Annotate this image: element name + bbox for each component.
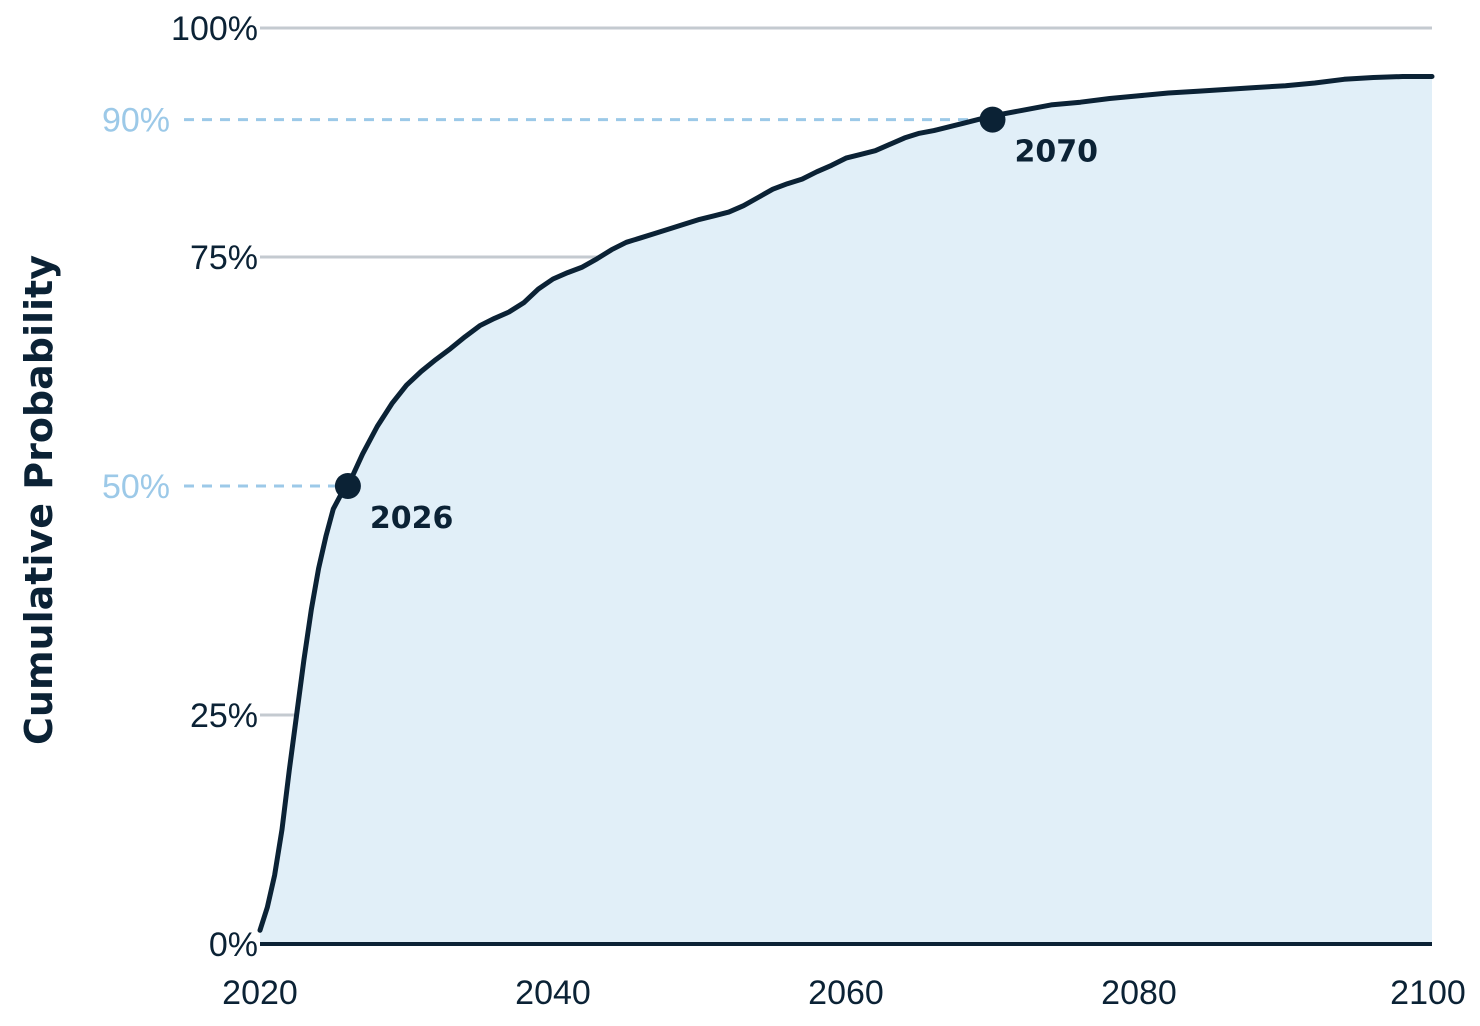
annotations: 2026 2070 bbox=[334, 106, 1099, 536]
annotation-label: 2070 bbox=[1015, 135, 1099, 170]
y-tick-label: 100% bbox=[171, 10, 258, 48]
annotation-point bbox=[334, 473, 361, 499]
y-tick-label: 25% bbox=[190, 697, 258, 735]
y-tick-label: 75% bbox=[190, 239, 258, 277]
annotation-label: 2026 bbox=[370, 501, 454, 536]
x-tick-label: 2100 bbox=[1390, 974, 1466, 1012]
y-tick-label: 50% bbox=[102, 468, 170, 506]
x-tick-label: 2040 bbox=[515, 974, 591, 1012]
x-tick-label: 2020 bbox=[222, 974, 298, 1012]
x-tick-labels: 2020 2040 2060 2080 2100 bbox=[222, 974, 1466, 1012]
y-tick-labels: 0% 25% 50% 75% 90% 100% bbox=[102, 10, 258, 964]
y-tick-label: 90% bbox=[102, 102, 170, 140]
y-axis-title: Cumulative Probability bbox=[17, 255, 61, 745]
x-tick-label: 2060 bbox=[808, 974, 884, 1012]
x-tick-label: 2080 bbox=[1101, 974, 1177, 1012]
area-fill bbox=[260, 76, 1432, 944]
y-tick-label: 0% bbox=[209, 926, 258, 964]
annotation-point bbox=[979, 106, 1006, 133]
